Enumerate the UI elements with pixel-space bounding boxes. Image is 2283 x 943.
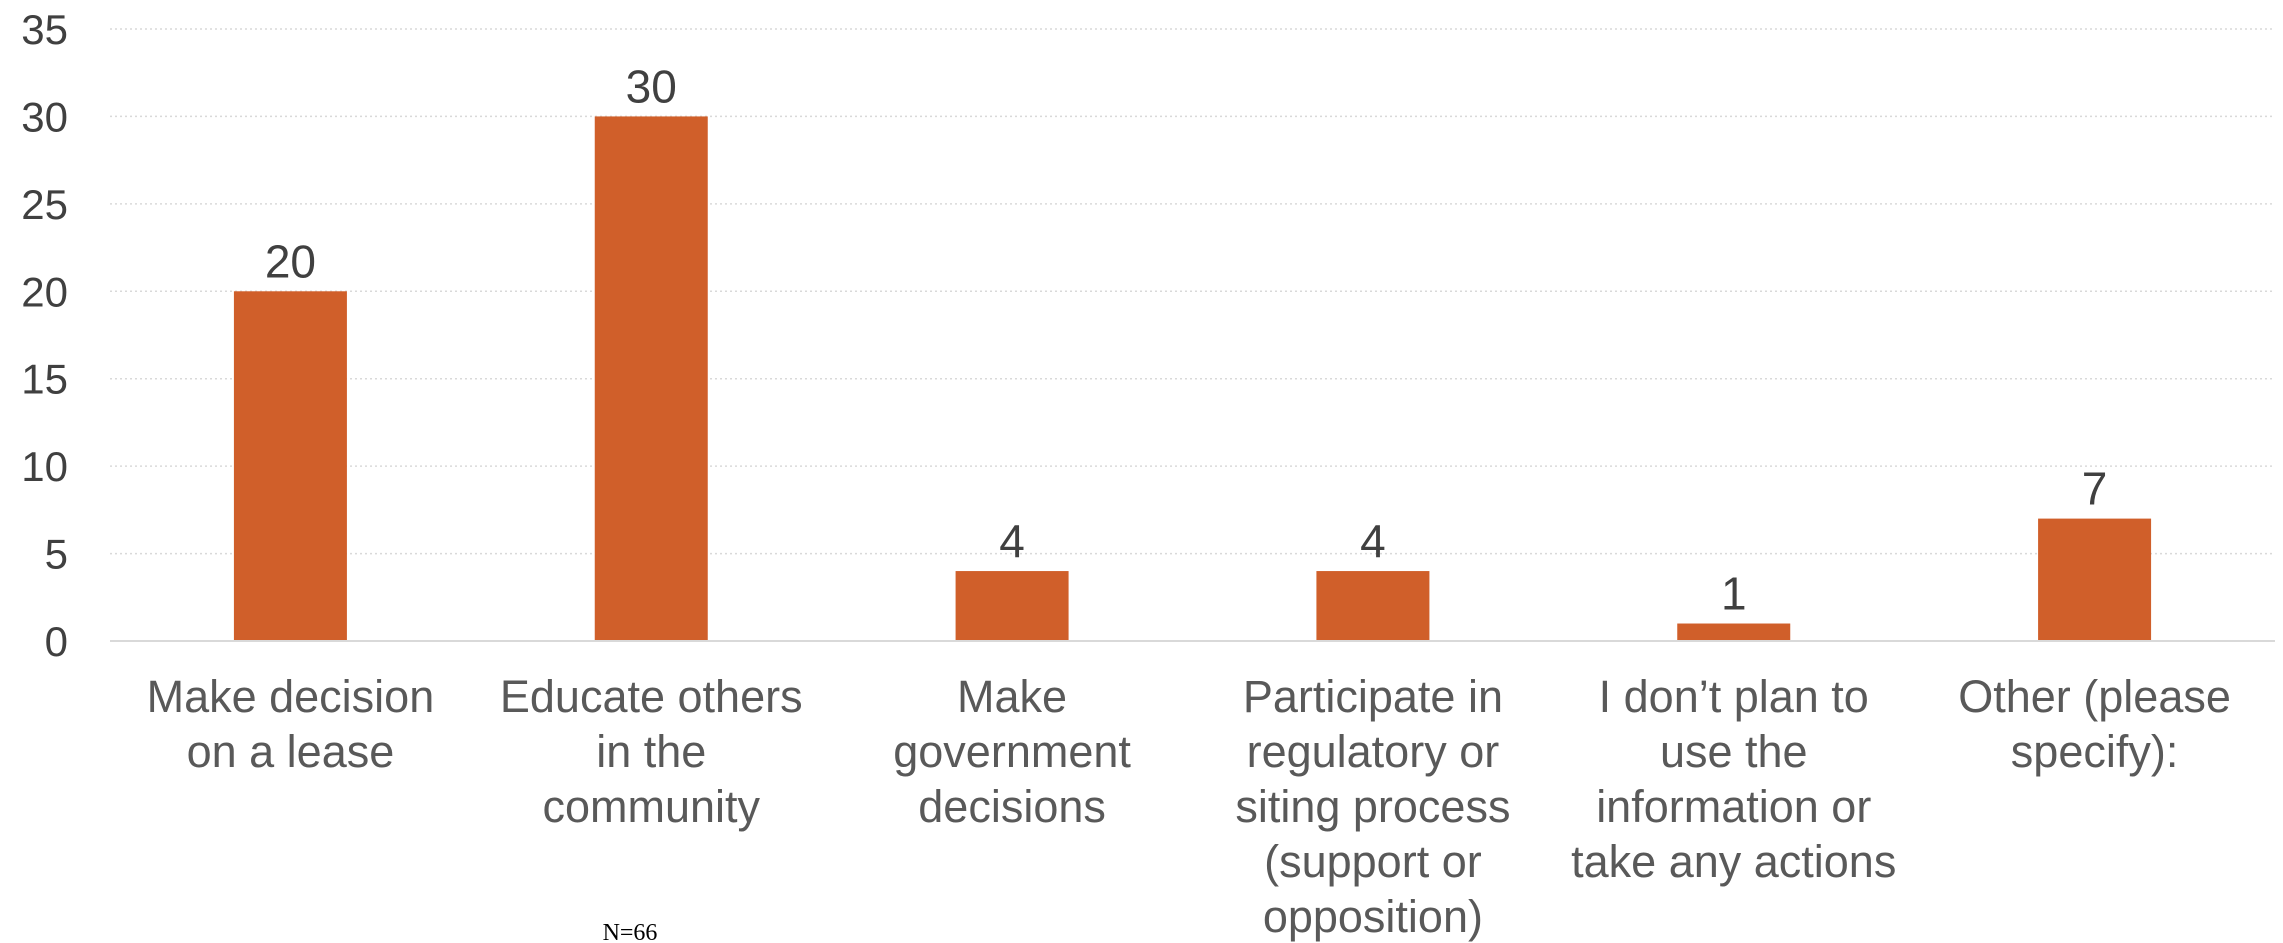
x-category-label-line: on a lease: [187, 726, 395, 777]
y-tick-label: 20: [21, 268, 68, 315]
bar: [1316, 571, 1430, 641]
x-category-label-line: community: [542, 781, 760, 832]
x-category-label-line: Make: [957, 671, 1067, 722]
data-label: 30: [626, 60, 677, 112]
x-category-label-line: Participate in: [1243, 671, 1503, 722]
x-category-label-line: decisions: [918, 781, 1106, 832]
y-tick-label: 10: [21, 443, 68, 490]
x-category-label-line: Educate others: [500, 671, 803, 722]
x-category-label-line: in the: [596, 726, 706, 777]
x-category-label-line: opposition): [1263, 891, 1483, 942]
x-category-label: Other (please specify):: [1958, 671, 2231, 777]
data-labels: 20 30 4 4 1 7: [265, 60, 2108, 619]
x-category-label-line: (support or: [1264, 836, 1482, 887]
category-labels: Make decision on a lease Educate others in …: [147, 671, 2231, 942]
bar: [1677, 623, 1791, 641]
x-category-label-line: information or: [1596, 781, 1871, 832]
y-tick-label: 5: [45, 531, 68, 578]
y-tick-label: 0: [45, 618, 68, 665]
data-label: 7: [2082, 463, 2108, 515]
x-category-label: Make decision on a lease: [147, 671, 435, 777]
x-category-label-line: use the: [1660, 726, 1808, 777]
x-category-label-line: government: [893, 726, 1131, 777]
bar: [594, 116, 708, 641]
x-category-label: Participate in regulatory or siting proces…: [1235, 671, 1510, 942]
gridlines: [110, 28, 2275, 555]
x-category-label-line: specify):: [2011, 726, 2179, 777]
bars: [233, 116, 2152, 641]
y-axis-ticks: 0 5 10 15 20 25 30 35: [21, 6, 68, 665]
x-category-label: Educate others in the community: [500, 671, 803, 832]
bar: [2038, 518, 2152, 641]
x-category-label-line: siting process: [1235, 781, 1510, 832]
x-category-label-line: take any actions: [1571, 836, 1896, 887]
bar: [955, 571, 1069, 641]
y-tick-label: 30: [21, 93, 68, 140]
data-label: 4: [1360, 515, 1386, 567]
x-category-label: Make government decisions: [893, 671, 1131, 832]
x-category-label: I don’t plan to use the information or take…: [1571, 671, 1896, 887]
x-category-label-line: Make decision: [147, 671, 435, 722]
data-label: 1: [1721, 568, 1747, 620]
x-category-label-line: Other (please: [1958, 671, 2231, 722]
x-category-label-line: I don’t plan to: [1599, 671, 1869, 722]
data-label: 4: [999, 515, 1025, 567]
bar: [233, 291, 347, 641]
x-category-label-line: regulatory or: [1247, 726, 1500, 777]
y-tick-label: 35: [21, 6, 68, 53]
sample-size-note: N=66: [603, 920, 658, 943]
data-label: 20: [265, 235, 316, 287]
y-tick-label: 15: [21, 356, 68, 403]
y-tick-label: 25: [21, 181, 68, 228]
